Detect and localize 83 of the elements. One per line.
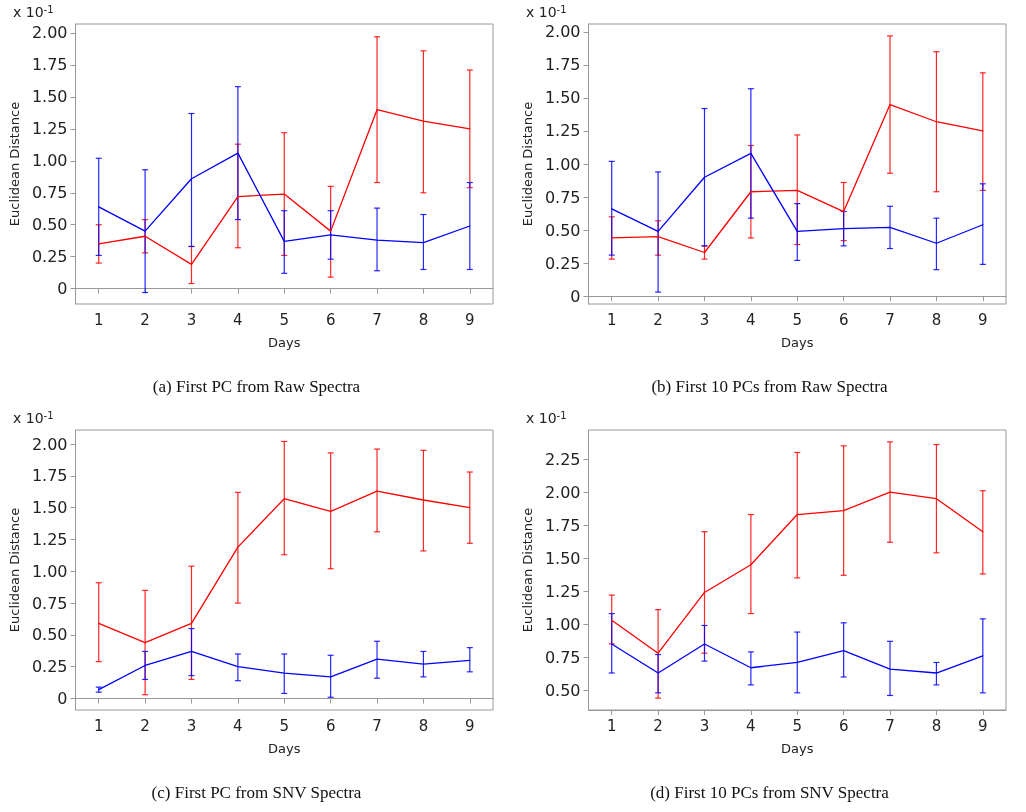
y-tick-label: 1.50 bbox=[31, 87, 68, 107]
x-tick-label: 9 bbox=[978, 310, 988, 329]
text: (d) First 10 PCs from SNV Spectra bbox=[650, 783, 890, 802]
x-tick-label: 3 bbox=[699, 716, 710, 735]
x-tick-label: 9 bbox=[465, 716, 475, 735]
text: (b) First 10 PCs from Raw Spectra bbox=[651, 377, 888, 396]
x-tick-label: 2 bbox=[140, 716, 150, 735]
x-tick-label: 5 bbox=[792, 716, 803, 735]
y-tick-label: 1.00 bbox=[31, 151, 68, 171]
y-tick-label: 1.75 bbox=[31, 466, 68, 486]
x-tick-label: 8 bbox=[931, 716, 942, 735]
x-tick-label: 6 bbox=[325, 716, 336, 735]
y-tick-label: 0.75 bbox=[544, 647, 581, 667]
y-tick-label: 1.75 bbox=[544, 55, 581, 75]
x-tick-label: 2 bbox=[653, 310, 663, 329]
x-tick-label: 7 bbox=[885, 716, 895, 735]
x-axis-title: Days bbox=[268, 335, 301, 350]
y-tick-label: 0.75 bbox=[544, 187, 581, 207]
y-tick-label: 1.25 bbox=[31, 529, 68, 549]
x-tick-label: 4 bbox=[233, 310, 243, 329]
y-tick-label: 0.50 bbox=[544, 680, 581, 700]
y-tick-label: 1.00 bbox=[31, 561, 68, 581]
x-tick-label: 1 bbox=[606, 310, 617, 329]
x-tick-label: 2 bbox=[140, 310, 150, 329]
y-tick-label: 0 bbox=[57, 279, 68, 299]
x-tick-label: 7 bbox=[372, 310, 382, 329]
x-tick-label: 6 bbox=[838, 716, 849, 735]
y-tick-label: 1.75 bbox=[544, 515, 581, 535]
x-tick-label: 5 bbox=[279, 716, 290, 735]
y-tick-label: 2.00 bbox=[544, 22, 581, 42]
x-tick-label: 8 bbox=[418, 310, 429, 329]
y-axis-title: Euclidean Distance bbox=[7, 101, 22, 227]
y-axis-title: Euclidean Distance bbox=[7, 507, 22, 633]
x-tick-label: 5 bbox=[279, 310, 290, 329]
y-tick-label: 0 bbox=[570, 286, 581, 306]
x-tick-label: 4 bbox=[233, 716, 243, 735]
x-tick-label: 6 bbox=[325, 310, 336, 329]
y-tick-label: 1.25 bbox=[544, 581, 581, 601]
x-tick-label: 8 bbox=[418, 716, 429, 735]
x-tick-label: 3 bbox=[186, 716, 197, 735]
y-tick-label: 1.75 bbox=[31, 55, 68, 75]
y-axis-title: Euclidean Distance bbox=[520, 101, 535, 227]
y-tick-label: 0.25 bbox=[31, 657, 68, 677]
y-tick-label: 2.00 bbox=[31, 434, 68, 454]
y-tick-label: 0.50 bbox=[31, 215, 68, 235]
y-tick-label: 1.50 bbox=[544, 88, 581, 108]
x-tick-label: 2 bbox=[653, 716, 663, 735]
x-tick-label: 1 bbox=[93, 716, 104, 735]
x-tick-label: 1 bbox=[606, 716, 617, 735]
x-tick-label: 6 bbox=[838, 310, 849, 329]
x-tick-label: 7 bbox=[372, 716, 382, 735]
text: (a) First PC from Raw Spectra bbox=[152, 377, 361, 396]
y-tick-label: 0 bbox=[57, 689, 68, 709]
y-tick-label: 0.25 bbox=[544, 253, 581, 273]
y-tick-label: 1.00 bbox=[544, 154, 581, 174]
y-tick-label: 0.75 bbox=[31, 593, 68, 613]
y-tick-label: 0.50 bbox=[544, 220, 581, 240]
x-tick-label: 1 bbox=[93, 310, 104, 329]
text: (c) First PC from SNV Spectra bbox=[151, 783, 362, 802]
x-tick-label: 3 bbox=[186, 310, 197, 329]
y-tick-label: 0.25 bbox=[31, 247, 68, 267]
x-axis-title: Days bbox=[268, 741, 301, 756]
y-tick-label: 2.00 bbox=[31, 23, 68, 43]
x-tick-label: 7 bbox=[885, 310, 895, 329]
x-axis-title: Days bbox=[781, 741, 814, 756]
y-tick-label: 1.50 bbox=[31, 498, 68, 518]
y-tick-label: 0.75 bbox=[31, 183, 68, 203]
x-tick-label: 3 bbox=[699, 310, 710, 329]
y-tick-label: 0.50 bbox=[31, 625, 68, 645]
x-tick-label: 4 bbox=[746, 310, 756, 329]
x-tick-label: 9 bbox=[465, 310, 475, 329]
y-axis-title: Euclidean Distance bbox=[520, 507, 535, 633]
y-tick-label: 1.50 bbox=[544, 548, 581, 568]
x-axis-title: Days bbox=[781, 335, 814, 350]
y-tick-label: 1.00 bbox=[544, 614, 581, 634]
y-tick-label: 1.25 bbox=[544, 121, 581, 141]
y-tick-label: 2.00 bbox=[544, 482, 581, 502]
x-tick-label: 8 bbox=[931, 310, 942, 329]
x-tick-label: 5 bbox=[792, 310, 803, 329]
y-tick-label: 1.25 bbox=[31, 119, 68, 139]
x-tick-label: 4 bbox=[746, 716, 756, 735]
y-tick-label: 2.25 bbox=[544, 449, 581, 469]
x-tick-label: 9 bbox=[978, 716, 988, 735]
